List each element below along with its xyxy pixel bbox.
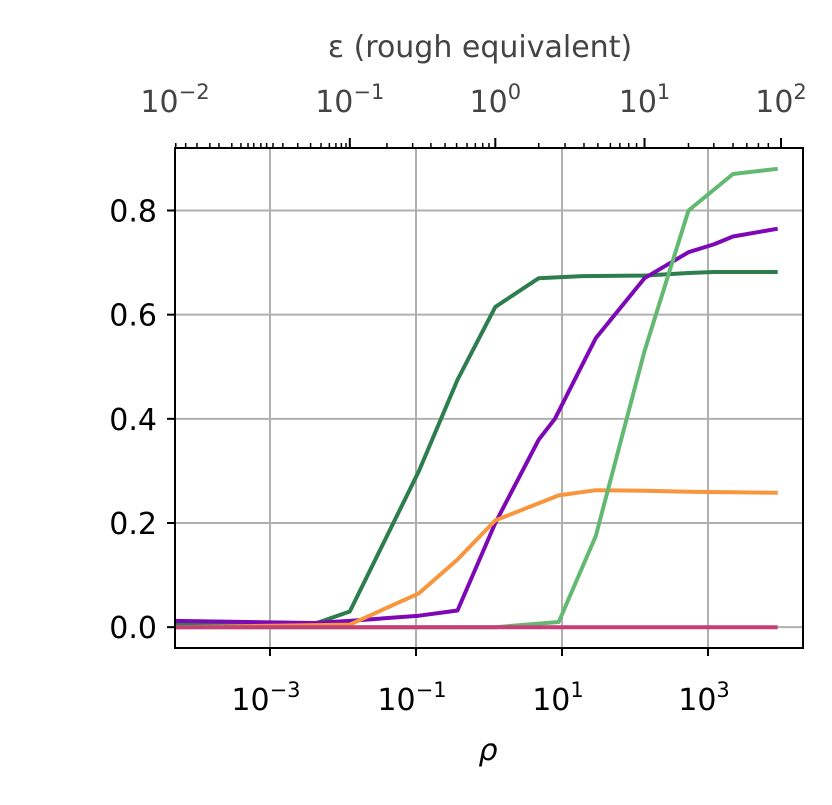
series-lines — [175, 166, 779, 630]
y-tick-label: 0.8 — [109, 195, 157, 230]
top-axis-title: ε (rough equivalent) — [328, 30, 632, 65]
y-tick-label: 0.6 — [109, 299, 157, 334]
top-tick-label: 102 — [755, 80, 807, 120]
x-axis-title: ρ — [478, 733, 497, 768]
grid-lines — [175, 148, 803, 648]
y-tick-label: 0.0 — [109, 611, 157, 646]
axes: 10−3 10−1 101 103 0.0 0.2 0.4 0.6 0.8 10−2 10−1 100… — [109, 80, 807, 718]
y-tick-label: 0.2 — [109, 507, 157, 542]
x-tick-label: 103 — [678, 678, 730, 718]
top-tick-label: 10−1 — [315, 80, 384, 120]
x-tick-label: 10−1 — [377, 678, 446, 718]
x-tick-label: 101 — [532, 678, 584, 718]
top-tick-label: 101 — [619, 80, 671, 120]
series-line-1 — [175, 270, 778, 626]
y-tick-label: 0.4 — [109, 403, 157, 438]
top-tick-label: 10−2 — [140, 80, 209, 120]
top-tick-label: 100 — [470, 80, 522, 120]
series-line-3 — [175, 488, 778, 630]
x-tick-label: 10−3 — [231, 678, 300, 718]
